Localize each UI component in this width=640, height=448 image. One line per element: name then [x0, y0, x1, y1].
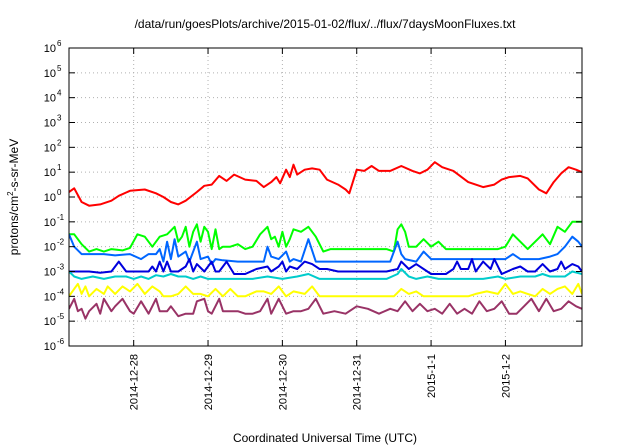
y-tick-exponent: -3: [57, 263, 65, 272]
series-line-4: [69, 258, 582, 275]
x-tick-label: 2014-12-29: [203, 354, 215, 410]
axis-ticks: 10 -610 -510 -410 -310 -210 -110 010 110 210 310 41…: [44, 39, 582, 410]
y-axis-title-part-2: -s-sr-MeV: [7, 139, 21, 192]
y-tick-label: 10: [44, 217, 56, 229]
series-line-7: [69, 297, 582, 320]
x-tick-label: 2014-12-30: [277, 354, 289, 410]
chart-title: /data/run/goesPlots/archive/2015-01-02/f…: [135, 17, 517, 31]
y-tick-exponent: -4: [57, 287, 65, 296]
y-tick-label: 10: [44, 43, 56, 55]
series-line-1: [69, 161, 582, 207]
y-tick-label: 10: [44, 118, 56, 130]
y-tick-label: 10: [44, 93, 56, 105]
y-tick-exponent: 1: [57, 163, 62, 172]
y-tick-exponent: 5: [57, 64, 62, 73]
x-axis-title: Coordinated Universal Time (UTC): [233, 431, 417, 445]
y-tick-label: 10: [44, 167, 56, 179]
x-tick-label: 2014-12-31: [352, 354, 364, 410]
y-tick-exponent: -5: [57, 312, 65, 321]
series-line-5: [69, 268, 582, 280]
y-tick-label: 10: [44, 267, 56, 279]
y-tick-exponent: -6: [57, 337, 65, 346]
y-tick-label: 10: [44, 242, 56, 254]
y-tick-exponent: -2: [57, 238, 65, 247]
y-tick-exponent: -1: [57, 213, 65, 222]
y-tick-exponent: 2: [57, 138, 62, 147]
series-line-2: [69, 220, 582, 253]
y-tick-exponent: 4: [57, 89, 62, 98]
y-tick-label: 10: [44, 192, 56, 204]
series-line-3: [69, 233, 582, 266]
x-tick-label: 2014-12-28: [129, 354, 141, 410]
series-lines: [69, 161, 582, 320]
y-tick-exponent: 0: [57, 188, 62, 197]
x-tick-label: 2015-1-2: [500, 354, 512, 398]
series-line-6: [69, 282, 582, 298]
y-tick-exponent: 6: [57, 39, 62, 48]
y-tick-label: 10: [44, 291, 56, 303]
y-tick-label: 10: [44, 68, 56, 80]
y-axis-title: protons/cm2-s-sr-MeV: [6, 139, 21, 255]
y-axis-title-superscript: 2: [6, 191, 15, 196]
y-axis-title-part-1: protons/cm: [7, 196, 21, 255]
y-tick-label: 10: [44, 316, 56, 328]
y-tick-label: 10: [44, 142, 56, 154]
y-tick-label: 10: [44, 341, 56, 353]
grid: [69, 48, 582, 346]
y-tick-exponent: 3: [57, 114, 62, 123]
x-tick-label: 2015-1-1: [426, 354, 438, 398]
